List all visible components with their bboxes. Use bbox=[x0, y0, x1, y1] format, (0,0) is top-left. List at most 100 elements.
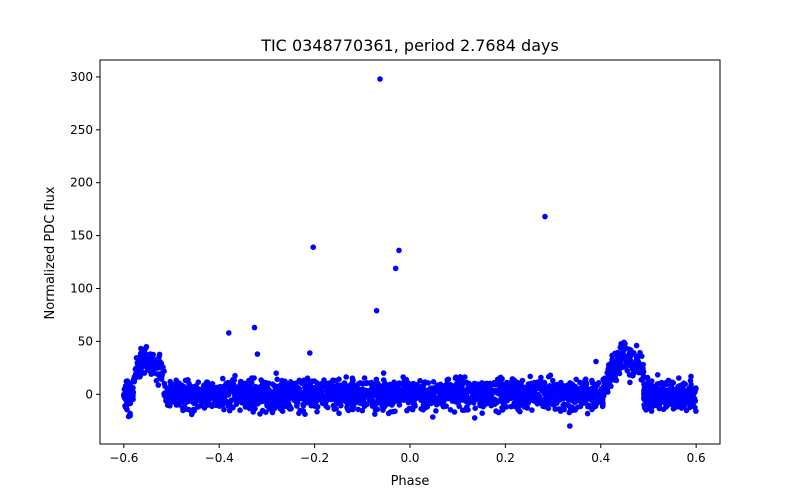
data-point bbox=[639, 369, 645, 375]
data-point bbox=[380, 377, 387, 383]
data-point bbox=[137, 354, 144, 361]
data-point bbox=[254, 390, 261, 397]
data-point bbox=[388, 395, 394, 401]
data-point bbox=[527, 373, 533, 380]
data-point bbox=[302, 411, 308, 418]
data-point bbox=[411, 401, 418, 407]
data-point bbox=[417, 390, 424, 396]
data-point bbox=[373, 376, 380, 383]
data-point bbox=[654, 381, 661, 387]
data-point bbox=[143, 362, 149, 368]
data-point bbox=[443, 386, 450, 392]
data-point bbox=[404, 407, 410, 414]
data-point bbox=[631, 361, 637, 367]
data-point bbox=[191, 408, 197, 414]
data-point bbox=[403, 376, 410, 383]
data-point bbox=[475, 394, 482, 401]
data-point bbox=[184, 395, 191, 401]
data-point bbox=[433, 408, 439, 414]
y-tick-label: 50 bbox=[78, 334, 93, 348]
data-point bbox=[464, 404, 470, 410]
data-point bbox=[680, 397, 687, 404]
data-point bbox=[324, 404, 331, 411]
data-point bbox=[603, 375, 609, 381]
data-points bbox=[121, 76, 699, 429]
data-point bbox=[204, 391, 211, 398]
data-point bbox=[314, 404, 321, 410]
data-point bbox=[245, 395, 252, 402]
data-point bbox=[515, 385, 521, 392]
data-point bbox=[255, 385, 261, 391]
x-tick-label: −0.4 bbox=[205, 451, 234, 465]
data-point bbox=[158, 376, 165, 382]
data-point bbox=[375, 387, 382, 394]
data-point bbox=[220, 401, 226, 408]
data-point bbox=[258, 377, 264, 383]
data-point bbox=[421, 397, 428, 404]
data-point bbox=[637, 362, 644, 368]
data-point bbox=[459, 392, 465, 399]
data-point bbox=[668, 393, 675, 399]
data-point bbox=[309, 378, 315, 385]
data-point bbox=[266, 394, 272, 400]
data-point bbox=[125, 384, 132, 391]
data-point bbox=[162, 390, 168, 396]
data-point bbox=[128, 393, 134, 399]
data-point bbox=[524, 388, 531, 394]
data-point bbox=[124, 406, 130, 413]
data-point bbox=[225, 392, 232, 398]
data-point bbox=[499, 395, 505, 401]
data-point bbox=[253, 398, 260, 404]
data-point bbox=[153, 377, 160, 384]
data-point bbox=[571, 399, 578, 406]
data-point bbox=[180, 392, 186, 399]
data-point bbox=[465, 384, 472, 390]
data-point bbox=[561, 406, 567, 413]
data-point bbox=[360, 389, 367, 396]
data-point bbox=[643, 407, 649, 413]
data-point bbox=[124, 378, 131, 384]
data-point bbox=[653, 402, 660, 409]
data-point bbox=[226, 407, 233, 414]
data-point bbox=[648, 395, 655, 402]
data-point bbox=[658, 395, 664, 402]
data-point bbox=[482, 398, 489, 404]
data-point bbox=[484, 385, 490, 392]
data-point bbox=[247, 383, 253, 389]
data-point bbox=[266, 406, 273, 412]
y-tick-label: 250 bbox=[70, 123, 93, 137]
data-point bbox=[307, 350, 313, 356]
data-point bbox=[467, 388, 473, 395]
data-point bbox=[641, 381, 647, 388]
data-point bbox=[354, 389, 361, 396]
data-point bbox=[503, 404, 510, 410]
data-point bbox=[690, 386, 696, 393]
data-point bbox=[515, 406, 521, 413]
data-point bbox=[282, 378, 288, 385]
data-point bbox=[359, 407, 366, 414]
data-point bbox=[451, 409, 458, 415]
data-point bbox=[530, 397, 537, 404]
data-point bbox=[235, 384, 242, 390]
data-point bbox=[173, 402, 180, 408]
y-tick-label: 100 bbox=[70, 281, 93, 295]
data-point bbox=[494, 390, 501, 396]
data-point bbox=[149, 361, 156, 367]
data-point bbox=[651, 386, 658, 393]
data-point bbox=[535, 392, 542, 399]
data-point bbox=[310, 391, 317, 398]
y-tick-label: 300 bbox=[70, 70, 93, 84]
data-point bbox=[287, 379, 294, 385]
data-point bbox=[639, 353, 645, 360]
data-point bbox=[287, 406, 293, 412]
data-point bbox=[175, 393, 181, 399]
data-point bbox=[619, 351, 626, 358]
data-point bbox=[517, 402, 524, 409]
data-point bbox=[693, 408, 699, 414]
data-point bbox=[682, 381, 688, 388]
data-point bbox=[670, 380, 677, 386]
data-point bbox=[291, 387, 298, 393]
data-point bbox=[572, 407, 578, 413]
data-point bbox=[360, 394, 367, 400]
